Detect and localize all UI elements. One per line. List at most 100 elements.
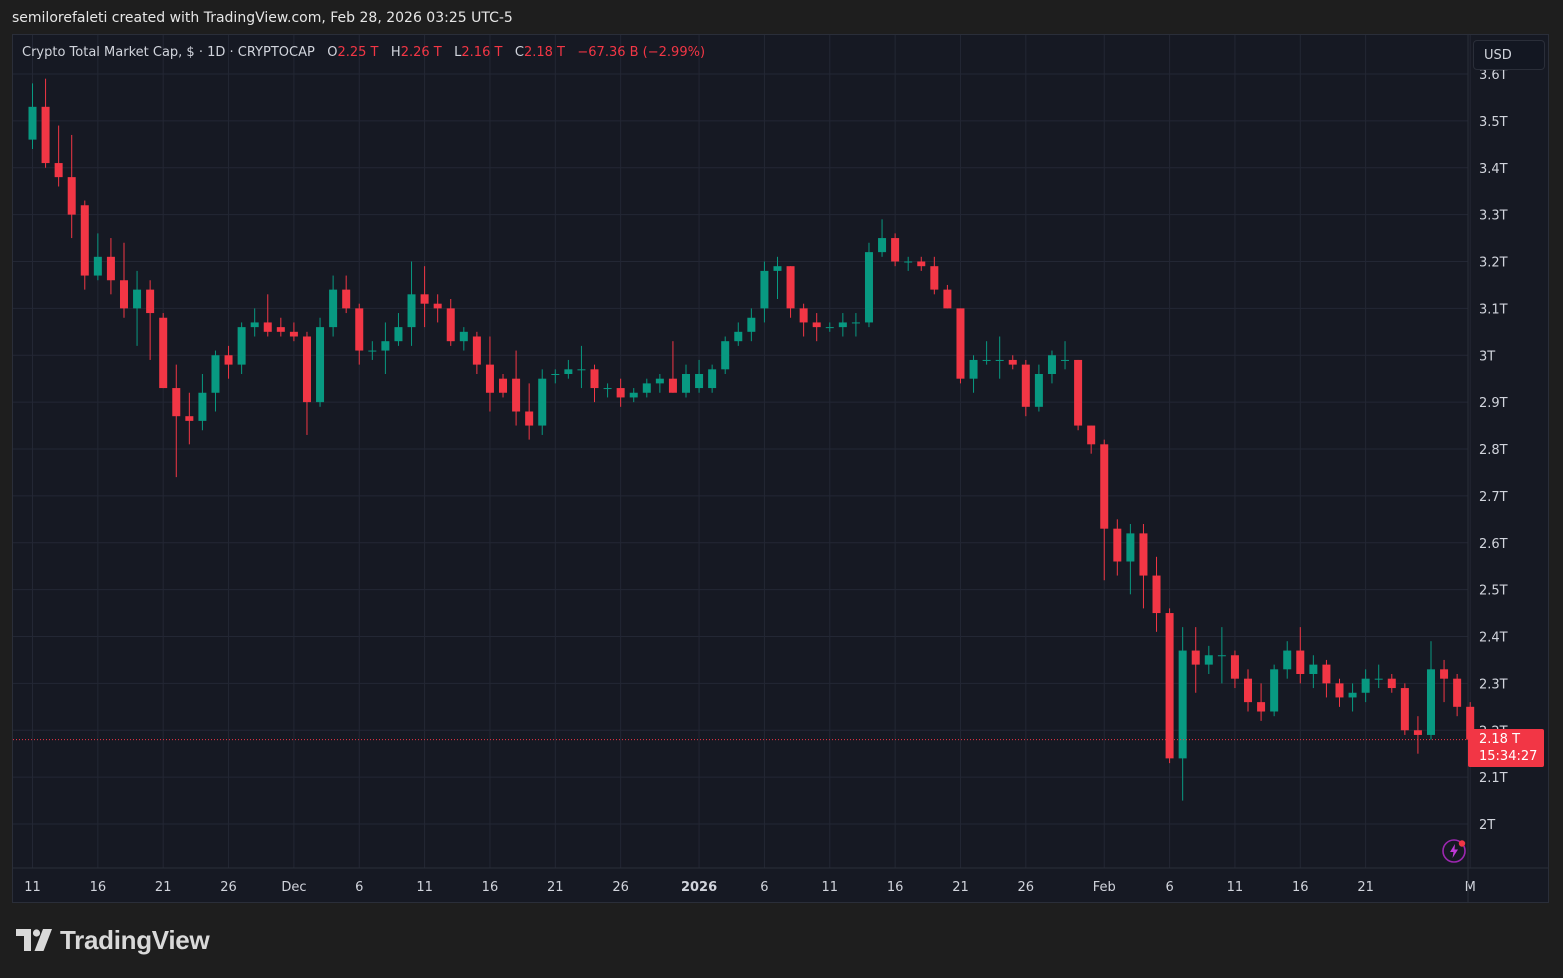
x-tick-label: 21 xyxy=(155,880,172,895)
candle-body-up xyxy=(1126,533,1135,562)
candle-body-down xyxy=(590,369,599,389)
x-tick-label: 6 xyxy=(355,880,363,895)
candle-body-down xyxy=(1165,613,1174,759)
candle-body-down xyxy=(1113,528,1122,562)
candle-body-down xyxy=(1244,678,1253,703)
chart-frame xyxy=(12,34,1549,903)
y-tick-label: 2.4T xyxy=(1479,631,1508,646)
last-price-tag: 2.18 T 15:34:27 xyxy=(1468,729,1544,767)
candle-body-up xyxy=(851,322,860,324)
candle-body-down xyxy=(1387,678,1396,689)
tradingview-logo-icon xyxy=(16,929,52,951)
y-tick-label: 3T xyxy=(1479,349,1495,364)
candle-body-up xyxy=(564,369,573,374)
candle-body-down xyxy=(1191,650,1200,665)
y-tick-label: 2.8T xyxy=(1479,443,1508,458)
y-tick-label: 2.7T xyxy=(1479,490,1508,505)
candle-body-down xyxy=(525,411,534,426)
candle-body-down xyxy=(1413,730,1422,735)
x-tick-label: 6 xyxy=(1165,880,1173,895)
last-price-value: 2.18 T xyxy=(1479,732,1521,747)
legend-low-label: L xyxy=(454,45,462,60)
candle-body-down xyxy=(1335,683,1344,698)
x-tick-label: 11 xyxy=(1227,880,1244,895)
candle-body-down xyxy=(67,177,76,215)
candle-body-down xyxy=(616,388,625,398)
candle-body-up xyxy=(1374,678,1383,680)
y-tick-label: 3.5T xyxy=(1479,115,1508,130)
candle-body-down xyxy=(1453,678,1462,707)
candle-body-down xyxy=(1152,575,1161,614)
x-tick-label: 26 xyxy=(612,880,629,895)
lightning-icon[interactable] xyxy=(1441,838,1467,864)
candle-body-down xyxy=(1230,655,1239,679)
y-tick-label: 2.1T xyxy=(1479,771,1508,786)
candle-body-up xyxy=(838,322,847,328)
chart-legend: Crypto Total Market Cap, $ · 1D · CRYPTO… xyxy=(22,45,705,60)
candle-body-up xyxy=(381,341,390,351)
candle-body-down xyxy=(1257,702,1266,712)
y-tick-label: 2.9T xyxy=(1479,396,1508,411)
candle-body-down xyxy=(420,294,429,304)
candle-body-up xyxy=(1270,669,1279,712)
candle-body-up xyxy=(1034,374,1043,407)
candle-body-down xyxy=(1008,359,1017,365)
candle-body-down xyxy=(119,280,128,309)
x-tick-label: 6 xyxy=(760,880,768,895)
candle-body-down xyxy=(799,308,808,323)
x-tick-label: 11 xyxy=(416,880,433,895)
tradingview-logo[interactable]: TradingView xyxy=(16,925,210,955)
candle-body-up xyxy=(93,256,102,276)
x-tick-label: 2026 xyxy=(681,880,717,895)
y-tick-label: 2.6T xyxy=(1479,537,1508,552)
candle-body-up xyxy=(773,266,782,271)
candle-body-up xyxy=(368,350,377,352)
candle-body-down xyxy=(106,256,115,281)
bar-countdown: 15:34:27 xyxy=(1479,749,1538,764)
candle-body-down xyxy=(1139,533,1148,576)
x-tick-label: 11 xyxy=(821,880,838,895)
candle-body-up xyxy=(28,106,37,140)
candle-body-up xyxy=(1309,664,1318,674)
candle-body-up xyxy=(1178,650,1187,759)
candle-body-down xyxy=(1466,706,1475,740)
legend-high-label: H xyxy=(390,45,401,60)
chart-credit: semilorefaleti created with TradingView.… xyxy=(12,10,513,26)
y-tick-label: 3.4T xyxy=(1479,162,1508,177)
x-tick-label: 26 xyxy=(1018,880,1035,895)
candle-body-down xyxy=(302,336,311,403)
x-tick-label: Dec xyxy=(281,880,306,895)
candle-body-up xyxy=(760,270,769,309)
candle-body-down xyxy=(80,205,89,276)
candle-body-up xyxy=(864,252,873,323)
candle-body-down xyxy=(185,416,194,421)
candle-body-down xyxy=(1322,664,1331,684)
candle-body-up xyxy=(551,374,560,375)
candle-body-up xyxy=(250,322,259,328)
y-tick-label: 3.2T xyxy=(1479,256,1508,271)
legend-low-value: 2.16 T xyxy=(461,45,503,60)
y-tick-label: 2.3T xyxy=(1479,677,1508,692)
candle-body-down xyxy=(224,355,233,365)
candle-body-up xyxy=(969,359,978,379)
currency-button[interactable]: USD xyxy=(1473,40,1545,70)
legend-open-label: O xyxy=(327,45,338,60)
candle-body-down xyxy=(1021,364,1030,407)
x-tick-label: M xyxy=(1465,880,1476,895)
candle-body-down xyxy=(172,388,181,417)
candle-body-up xyxy=(1204,655,1213,665)
legend-title: Crypto Total Market Cap, $ · 1D · CRYPTO… xyxy=(22,45,315,60)
candle-body-up xyxy=(603,388,612,390)
candle-body-up xyxy=(904,261,913,263)
x-tick-label: 11 xyxy=(24,880,41,895)
candle-body-up xyxy=(1348,692,1357,698)
candle-body-up xyxy=(407,294,416,328)
candle-body-up xyxy=(237,327,246,365)
y-tick-label: 2T xyxy=(1479,818,1495,833)
candle-body-down xyxy=(472,336,481,365)
candle-body-up xyxy=(642,383,651,393)
candle-body-up xyxy=(734,331,743,342)
candle-body-down xyxy=(41,106,50,164)
candle-body-up xyxy=(577,369,586,371)
